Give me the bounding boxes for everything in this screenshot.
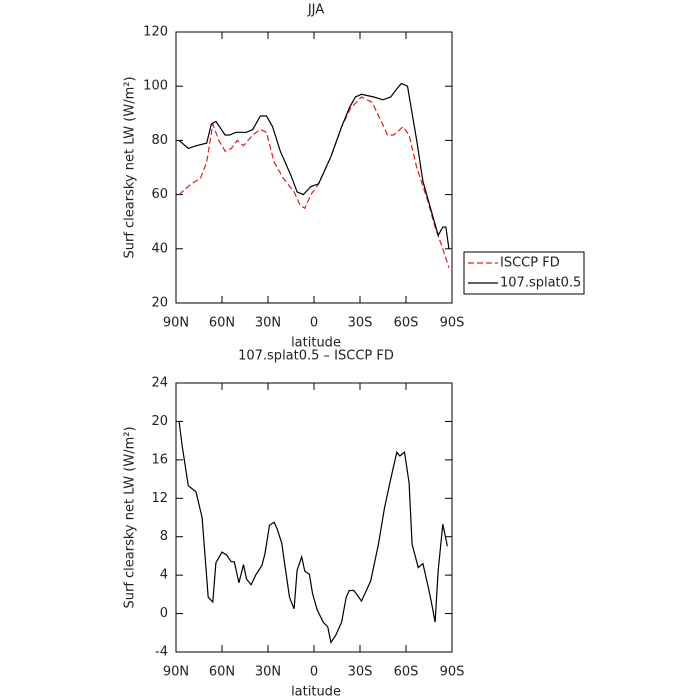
x-tick-label: 0 xyxy=(310,316,318,331)
plot-frame xyxy=(175,31,453,304)
x-axis-label: latitude xyxy=(291,336,341,351)
legend-label: 107.splat0.5 xyxy=(500,276,581,291)
x-tick-label: 30N xyxy=(255,665,281,680)
x-tick-label: 90N xyxy=(163,665,189,680)
x-tick-label: 90S xyxy=(440,665,465,680)
y-tick-label: 40 xyxy=(151,241,168,256)
chart-title: 107.splat0.5 – ISCCP FD xyxy=(238,349,394,364)
plot-frame xyxy=(175,382,453,653)
legend: ISCCP FD 107.splat0.5 xyxy=(463,251,585,295)
x-tick-label: 30S xyxy=(348,665,373,680)
x-tick-label: 90N xyxy=(163,316,189,331)
y-tick-label: 8 xyxy=(160,529,168,544)
x-tick-label: 30N xyxy=(255,316,281,331)
y-tick-label: 100 xyxy=(143,79,168,94)
legend-box xyxy=(463,251,585,295)
x-tick-label: 0 xyxy=(310,665,318,680)
y-axis-label: Surf clearsky net LW (W/m²) xyxy=(123,76,138,258)
x-axis-label: latitude xyxy=(291,685,341,700)
y-tick-label: 120 xyxy=(143,25,168,40)
x-tick-label: 60N xyxy=(209,665,235,680)
x-tick-label: 60N xyxy=(209,316,235,331)
y-tick-label: 20 xyxy=(151,414,168,429)
y-tick-label: -4 xyxy=(155,645,168,660)
y-tick-label: 0 xyxy=(160,606,168,621)
data-line xyxy=(178,421,448,644)
y-axis-label: Surf clearsky net LW (W/m²) xyxy=(123,426,138,608)
data-line xyxy=(178,96,450,268)
y-tick-label: 20 xyxy=(151,296,168,311)
legend-label: ISCCP FD xyxy=(500,256,560,271)
y-tick-label: 24 xyxy=(151,376,168,391)
x-tick-label: 60S xyxy=(394,316,419,331)
y-tick-label: 16 xyxy=(151,452,168,467)
y-tick-label: 60 xyxy=(151,187,168,202)
data-line xyxy=(178,82,450,249)
chart-title: JJA xyxy=(307,3,324,18)
x-tick-label: 30S xyxy=(348,316,373,331)
y-tick-label: 80 xyxy=(151,133,168,148)
y-tick-label: 12 xyxy=(151,491,168,506)
x-tick-label: 60S xyxy=(394,665,419,680)
y-tick-label: 4 xyxy=(160,568,168,583)
x-tick-label: 90S xyxy=(440,316,465,331)
